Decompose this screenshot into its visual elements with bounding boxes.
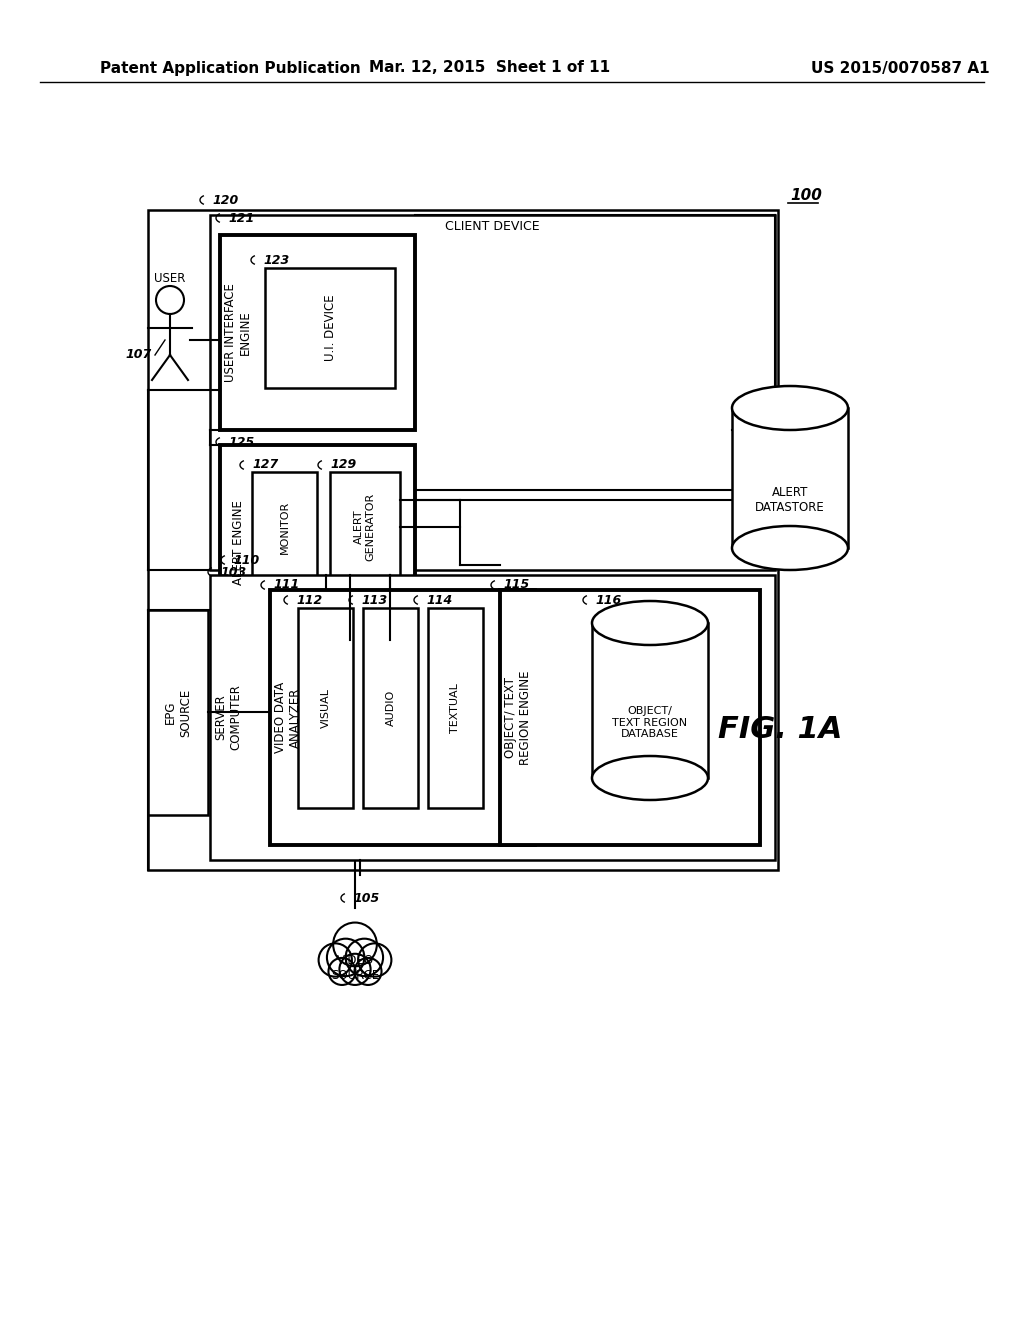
Text: 103: 103: [220, 565, 246, 578]
Text: 115: 115: [503, 578, 529, 591]
Text: 100: 100: [790, 187, 822, 202]
Text: 112: 112: [296, 594, 323, 606]
Text: USER INTERFACE
ENGINE: USER INTERFACE ENGINE: [224, 282, 252, 381]
Text: EPG
SOURCE: EPG SOURCE: [164, 688, 193, 737]
Text: 110: 110: [233, 553, 259, 566]
Bar: [252, 473, 317, 582]
Text: OBJECT/ TEXT
REGION ENGINE: OBJECT/ TEXT REGION ENGINE: [504, 671, 532, 764]
Text: 129: 129: [330, 458, 356, 471]
Circle shape: [327, 939, 365, 975]
Bar: [732, 408, 848, 548]
Ellipse shape: [592, 601, 708, 645]
Text: AUDIO: AUDIO: [385, 690, 395, 726]
Text: 120: 120: [212, 194, 239, 206]
Text: MONITOR: MONITOR: [280, 500, 290, 553]
Text: CLIENT DEVICE: CLIENT DEVICE: [445, 220, 540, 234]
Bar: [220, 445, 415, 640]
Bar: [210, 576, 775, 861]
Bar: [330, 473, 400, 582]
Text: VIDEO
SOURCE: VIDEO SOURCE: [331, 954, 379, 982]
Bar: [500, 590, 760, 845]
Bar: [270, 590, 535, 845]
Bar: [265, 268, 395, 388]
Circle shape: [333, 923, 377, 966]
Circle shape: [339, 954, 371, 985]
Bar: [148, 610, 208, 814]
Circle shape: [358, 944, 391, 977]
Text: Patent Application Publication: Patent Application Publication: [100, 61, 360, 75]
Text: TEXTUAL: TEXTUAL: [451, 682, 461, 733]
Ellipse shape: [592, 756, 708, 800]
Circle shape: [329, 958, 355, 985]
Ellipse shape: [732, 525, 848, 570]
Circle shape: [354, 958, 382, 985]
Bar: [220, 235, 415, 430]
Text: FIG. 1A: FIG. 1A: [718, 715, 842, 744]
Bar: [210, 215, 775, 570]
Text: 125: 125: [228, 436, 254, 449]
Text: 130: 130: [760, 407, 786, 420]
Text: 107: 107: [126, 348, 152, 362]
Bar: [362, 609, 418, 808]
Text: VIDEO DATA
ANALYZER: VIDEO DATA ANALYZER: [274, 682, 302, 754]
Text: ALERT
DATASTORE: ALERT DATASTORE: [755, 486, 825, 513]
Text: ALERT ENGINE: ALERT ENGINE: [231, 500, 245, 585]
Bar: [428, 609, 483, 808]
Text: VISUAL: VISUAL: [321, 688, 331, 729]
Bar: [298, 609, 353, 808]
Text: US 2015/0070587 A1: US 2015/0070587 A1: [811, 61, 989, 75]
Text: 114: 114: [426, 594, 453, 606]
Text: 127: 127: [252, 458, 279, 471]
Bar: [592, 623, 708, 777]
Circle shape: [318, 944, 352, 977]
Text: U.I. DEVICE: U.I. DEVICE: [324, 294, 337, 362]
Circle shape: [346, 939, 383, 975]
Text: OBJECT/
TEXT REGION
DATABASE: OBJECT/ TEXT REGION DATABASE: [612, 706, 687, 739]
Text: 116: 116: [595, 594, 622, 606]
Ellipse shape: [732, 385, 848, 430]
Text: USER: USER: [155, 272, 185, 285]
Text: Mar. 12, 2015  Sheet 1 of 11: Mar. 12, 2015 Sheet 1 of 11: [370, 61, 610, 75]
Bar: [148, 210, 778, 870]
Text: 111: 111: [273, 578, 299, 591]
Text: 113: 113: [361, 594, 387, 606]
Text: 105: 105: [353, 891, 379, 904]
Text: SERVER
COMPUTER: SERVER COMPUTER: [214, 685, 242, 751]
Text: ALERT
GENERATOR: ALERT GENERATOR: [354, 492, 376, 561]
Text: 121: 121: [228, 211, 254, 224]
Text: 123: 123: [263, 253, 289, 267]
